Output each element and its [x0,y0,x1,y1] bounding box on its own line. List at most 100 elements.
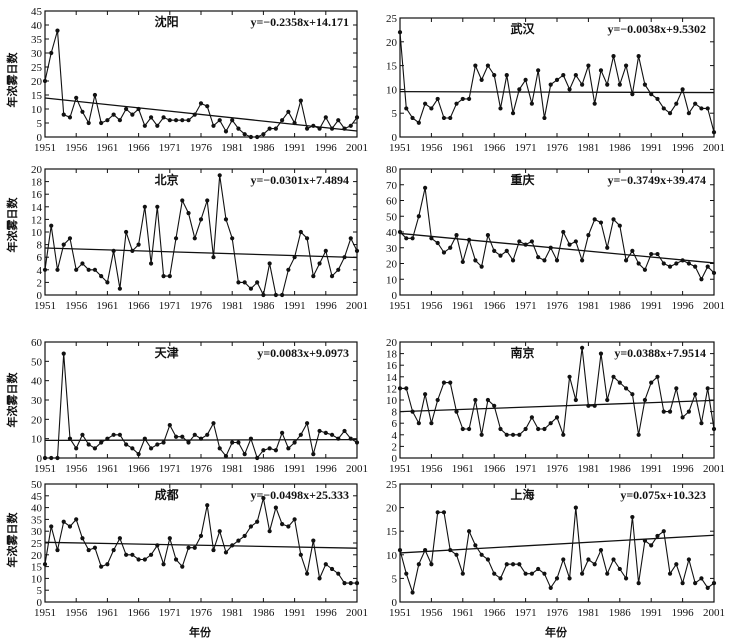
data-point [711,270,717,276]
data-point [329,126,335,131]
y-tick-label: 10 [386,395,398,407]
x-tick-label: 1961 [96,142,118,154]
x-tick-label: 1981 [577,607,599,619]
data-point [298,98,303,103]
x-tick-label: 1986 [252,607,275,619]
data-point [217,446,222,451]
x-tick-label: 1961 [96,300,118,312]
data-point [661,529,666,534]
data-point [674,386,679,391]
y-tick-label: 15 [386,61,398,73]
x-tick-label: 2001 [346,300,368,312]
y-tick-label: 6 [37,252,43,264]
data-point [111,248,116,253]
data-point [510,111,516,116]
y-tick-label: 10 [386,274,398,286]
data-point [441,380,447,385]
x-tick-label: 1986 [609,607,632,619]
data-point [485,63,491,68]
data-point [705,264,710,269]
x-tick-label: 1981 [221,607,243,619]
data-point [92,545,98,550]
data-point [155,543,160,548]
data-point [517,239,522,244]
x-tick-label: 1976 [190,142,213,154]
panel-title: 武汉 [510,21,535,36]
data-point [649,251,654,257]
data-point [536,68,541,73]
x-tick-label: 1976 [546,300,569,312]
data-point [99,274,104,279]
x-tick-label: 2001 [346,607,368,619]
data-point [466,529,472,534]
trend-line [399,91,715,94]
data-point [148,261,154,266]
y-tick-label: 10 [386,84,398,96]
data-point [292,440,297,445]
chart-panel-tianjin: 0 10 20 30 40 50 60 1951 1956 1961 1966 1971 1976 198… [31,337,368,475]
x-tick-label: 2001 [703,463,725,475]
data-point [416,120,421,125]
data-point [567,576,572,581]
data-point [699,277,704,282]
data-point [49,524,54,529]
data-point [423,547,428,553]
data-point [711,581,717,586]
data-point [592,403,597,408]
data-point [642,267,648,272]
trend-line [44,247,358,259]
x-tick-label: 1991 [284,607,306,619]
data-point [42,562,48,567]
series-line [400,347,715,436]
data-point [298,229,303,235]
data-point [561,432,566,437]
y-axis-label: 年浓雾日数 [5,372,19,428]
data-point [198,217,204,222]
data-point [674,562,679,567]
plot-frame [44,168,358,296]
data-point [554,258,560,263]
data-point [80,109,85,114]
data-point [261,448,266,453]
data-point [80,261,85,266]
x-tick-label: 1971 [159,463,181,475]
x-tick-label: 1981 [221,300,243,312]
data-point [429,421,434,426]
data-point [529,239,534,244]
data-point [348,436,353,441]
y-tick-label: 0 [37,453,43,465]
data-point [617,380,622,385]
data-point [561,73,566,78]
x-tick-label: 1956 [65,300,88,312]
y-tick-label: 5 [392,573,398,585]
trend-equation: y=0.075x+10.323 [620,488,706,502]
x-tick-label: 1976 [190,300,213,312]
y-tick-label: 10 [31,434,43,446]
data-point [542,426,547,432]
data-point [267,126,272,131]
data-point [573,73,578,78]
data-point [598,351,604,356]
data-point [492,248,497,253]
data-point [454,233,459,238]
data-point [580,258,585,263]
y-tick-label: 60 [31,337,43,349]
data-point [142,204,147,209]
data-point [617,82,622,87]
data-point [230,236,235,241]
data-point [111,112,116,117]
data-point [173,557,179,562]
data-point [99,564,104,569]
data-point [423,185,428,190]
data-point [435,240,440,246]
data-point [479,264,484,269]
data-point [479,432,484,437]
y-tick-label: 25 [386,479,398,491]
data-point [124,229,129,235]
data-point [605,397,610,403]
data-point [130,552,135,557]
y-tick-label: 25 [31,62,43,74]
data-point [548,82,553,87]
data-point [161,440,166,445]
